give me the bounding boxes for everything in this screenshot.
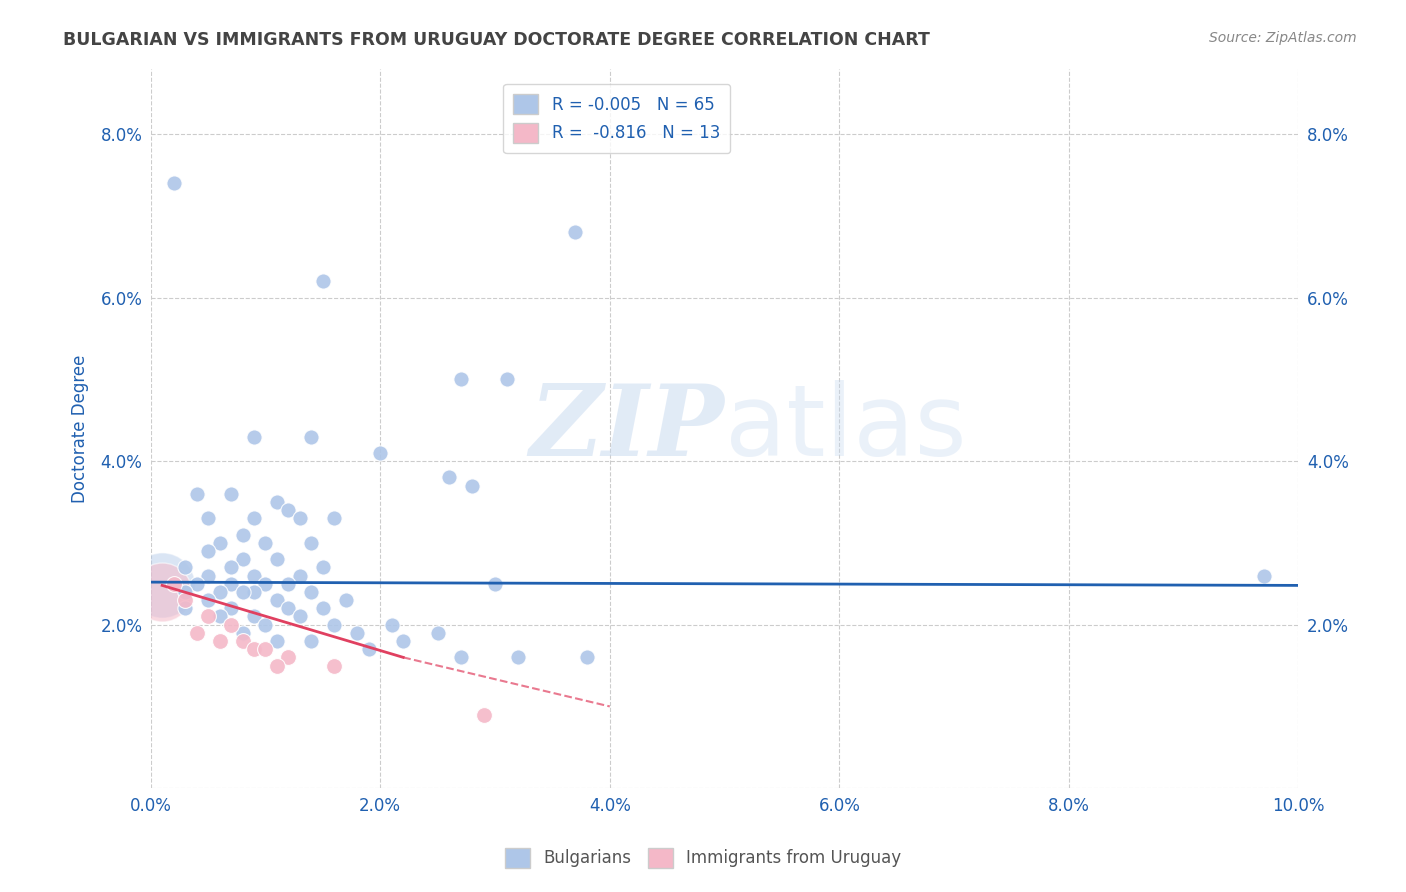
Point — [219, 617, 242, 632]
Text: Source: ZipAtlas.com: Source: ZipAtlas.com — [1209, 31, 1357, 45]
Point — [231, 625, 253, 640]
Point — [231, 585, 253, 599]
Point — [288, 511, 311, 525]
Point — [162, 576, 184, 591]
Point — [266, 552, 288, 566]
Point — [312, 560, 335, 574]
Point — [288, 609, 311, 624]
Point — [368, 446, 391, 460]
Point — [186, 625, 208, 640]
Text: BULGARIAN VS IMMIGRANTS FROM URUGUAY DOCTORATE DEGREE CORRELATION CHART: BULGARIAN VS IMMIGRANTS FROM URUGUAY DOC… — [63, 31, 931, 49]
Point — [208, 585, 231, 599]
Point — [312, 274, 335, 288]
Point — [381, 617, 404, 632]
Point — [186, 487, 208, 501]
Legend: R = -0.005   N = 65, R =  -0.816   N = 13: R = -0.005 N = 65, R = -0.816 N = 13 — [503, 84, 730, 153]
Point — [174, 593, 197, 607]
Point — [243, 642, 266, 657]
Point — [197, 568, 219, 582]
Point — [484, 576, 506, 591]
Point — [197, 511, 219, 525]
Point — [254, 536, 277, 550]
Point — [323, 511, 346, 525]
Point — [231, 552, 253, 566]
Point — [174, 560, 197, 574]
Point — [219, 601, 242, 615]
Point — [323, 658, 346, 673]
Y-axis label: Doctorate Degree: Doctorate Degree — [72, 354, 89, 502]
Point — [1253, 568, 1275, 582]
Point — [472, 707, 495, 722]
Point — [243, 429, 266, 443]
Point — [277, 601, 299, 615]
Point — [174, 601, 197, 615]
Point — [208, 609, 231, 624]
Point — [150, 578, 173, 592]
Point — [208, 536, 231, 550]
Point — [506, 650, 529, 665]
Point — [277, 576, 299, 591]
Point — [323, 617, 346, 632]
Point — [197, 609, 219, 624]
Point — [219, 560, 242, 574]
Point — [266, 634, 288, 648]
Point — [231, 634, 253, 648]
Point — [254, 617, 277, 632]
Point — [277, 650, 299, 665]
Point — [266, 495, 288, 509]
Point — [231, 527, 253, 541]
Point — [174, 585, 197, 599]
Point — [243, 511, 266, 525]
Point — [299, 536, 322, 550]
Point — [346, 625, 368, 640]
Point — [243, 568, 266, 582]
Legend: Bulgarians, Immigrants from Uruguay: Bulgarians, Immigrants from Uruguay — [498, 841, 908, 875]
Point — [450, 650, 472, 665]
Point — [335, 593, 357, 607]
Point — [219, 576, 242, 591]
Point — [392, 634, 415, 648]
Point — [461, 478, 484, 492]
Point — [299, 585, 322, 599]
Point — [197, 593, 219, 607]
Point — [208, 634, 231, 648]
Point — [254, 642, 277, 657]
Text: atlas: atlas — [724, 380, 966, 477]
Point — [162, 176, 184, 190]
Point — [450, 372, 472, 386]
Point — [312, 601, 335, 615]
Point — [288, 568, 311, 582]
Point — [426, 625, 449, 640]
Point — [243, 609, 266, 624]
Point — [575, 650, 598, 665]
Point — [299, 429, 322, 443]
Point — [357, 642, 380, 657]
Point — [277, 503, 299, 517]
Point — [254, 576, 277, 591]
Point — [243, 585, 266, 599]
Text: ZIP: ZIP — [530, 380, 724, 476]
Point — [219, 487, 242, 501]
Point — [299, 634, 322, 648]
Point — [197, 544, 219, 558]
Point — [266, 593, 288, 607]
Point — [150, 585, 173, 599]
Point — [495, 372, 517, 386]
Point — [266, 658, 288, 673]
Point — [186, 576, 208, 591]
Point — [437, 470, 460, 484]
Point — [564, 225, 586, 239]
